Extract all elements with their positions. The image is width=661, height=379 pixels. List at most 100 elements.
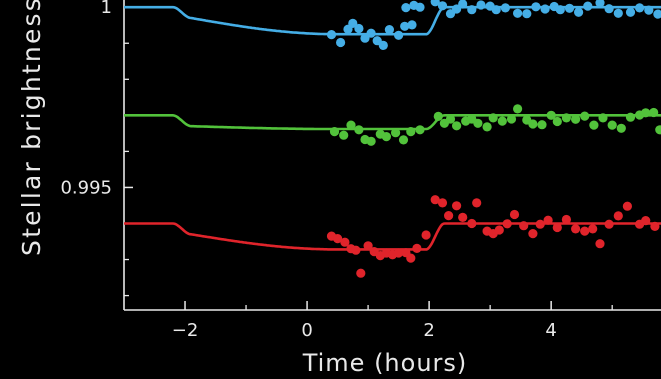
series-layer [124, 0, 661, 278]
data-point [452, 121, 462, 131]
data-point [391, 128, 401, 138]
data-point [519, 221, 529, 231]
model-curve [124, 222, 661, 251]
x-axis-label: Time (hours) [302, 349, 468, 377]
data-point [535, 219, 545, 229]
data-point [452, 4, 462, 14]
data-point [561, 113, 572, 123]
data-point [540, 4, 550, 14]
data-point [625, 112, 636, 122]
data-point [333, 234, 343, 244]
data-point [488, 113, 498, 123]
data-point [348, 18, 358, 28]
data-point [329, 127, 340, 137]
data-point [340, 237, 350, 247]
data-point [398, 135, 409, 145]
data-point [494, 225, 504, 235]
data-point [354, 125, 364, 135]
axes: −2 0 2 4 0.995 1 [60, 0, 661, 341]
data-point [580, 226, 590, 236]
data-point [363, 241, 373, 251]
data-point [571, 224, 581, 234]
data-point [472, 198, 482, 208]
data-point [555, 5, 565, 15]
data-point [467, 218, 477, 229]
data-point [644, 5, 654, 15]
data-point [467, 5, 477, 15]
data-point [433, 111, 443, 121]
model-curve [124, 114, 661, 131]
data-point [552, 222, 562, 233]
data-point [366, 136, 376, 146]
data-point [546, 110, 556, 120]
data-point [421, 230, 431, 240]
data-point [598, 113, 608, 123]
data-point [445, 114, 456, 124]
data-point [641, 216, 651, 226]
data-point [360, 33, 370, 43]
data-point [616, 123, 626, 133]
data-point [650, 221, 660, 231]
y-tick-label: 1 [101, 0, 112, 18]
data-point [509, 209, 520, 220]
data-point [500, 3, 510, 13]
data-point [354, 23, 364, 34]
data-point [437, 198, 448, 208]
x-tick-label: 2 [423, 320, 434, 341]
y-axis-label: Stellar brightness [17, 0, 46, 256]
data-point [571, 114, 581, 124]
x-tick-label: 0 [301, 320, 312, 341]
data-point [326, 29, 337, 40]
data-point [528, 119, 538, 129]
data-point [649, 107, 659, 118]
data-point [458, 212, 468, 222]
data-point [613, 211, 623, 221]
data-point [444, 211, 454, 221]
data-point [346, 120, 356, 130]
data-point [588, 224, 598, 234]
series-1 [124, 0, 661, 51]
data-point [641, 108, 651, 118]
x-tick-label: 4 [545, 320, 556, 341]
data-point [400, 21, 410, 31]
data-point [513, 8, 523, 18]
data-point [564, 3, 575, 13]
data-point [394, 248, 404, 258]
data-point [607, 120, 617, 130]
data-point [531, 2, 541, 12]
data-point [406, 127, 416, 137]
y-tick-label: 0.995 [60, 177, 112, 198]
data-point [406, 253, 416, 263]
data-point [613, 8, 623, 18]
data-point [452, 201, 462, 211]
data-point [351, 245, 361, 255]
data-point [655, 125, 661, 135]
data-point [491, 5, 501, 15]
data-point [502, 219, 512, 229]
data-point [407, 20, 417, 30]
data-point [394, 30, 404, 40]
data-point [378, 40, 388, 51]
x-tick-label: −2 [172, 320, 199, 341]
data-point [653, 9, 661, 19]
data-point [381, 132, 391, 142]
data-point [497, 116, 507, 126]
data-point [336, 37, 346, 48]
data-point [415, 125, 425, 135]
data-point [595, 239, 605, 249]
data-point [437, 1, 448, 11]
data-point [366, 28, 376, 38]
data-point [430, 195, 440, 205]
data-point [625, 7, 636, 17]
data-point [506, 114, 517, 124]
data-point [561, 214, 572, 225]
data-point [622, 201, 633, 211]
series-2 [124, 104, 661, 146]
data-point [604, 4, 614, 14]
data-point [589, 120, 599, 130]
data-point [522, 9, 532, 19]
data-point [415, 2, 425, 12]
data-point [482, 122, 492, 132]
